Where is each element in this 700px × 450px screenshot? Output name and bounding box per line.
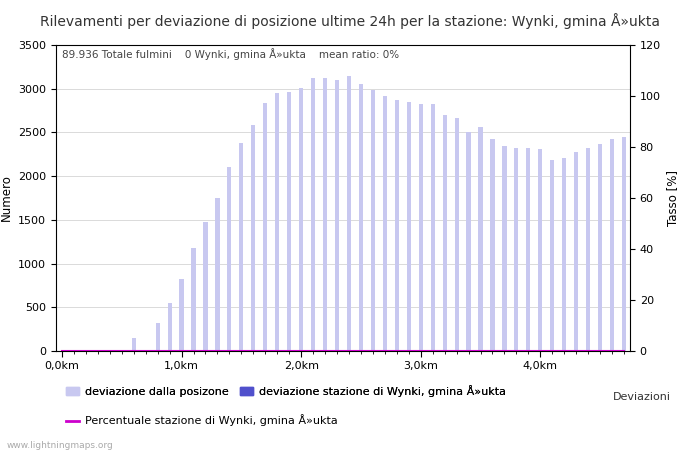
Bar [586,148,590,351]
Bar [383,96,387,351]
Legend: Percentuale stazione di Wynki, gmina Å»ukta: Percentuale stazione di Wynki, gmina Å»u… [62,410,342,431]
Bar [335,80,339,351]
Legend: deviazione dalla posizone, deviazione stazione di Wynki, gmina Å»ukta: deviazione dalla posizone, deviazione st… [62,381,510,402]
Bar [179,279,183,351]
Bar [395,100,399,351]
Bar [478,127,482,351]
Bar [287,92,291,351]
Bar [503,146,507,351]
Bar [347,76,351,351]
Bar [275,93,279,351]
Y-axis label: Numero: Numero [0,175,13,221]
Bar [239,143,244,351]
Bar [251,125,256,351]
Bar [538,149,543,351]
Bar [526,148,531,351]
Bar [299,88,303,351]
Bar [407,102,411,351]
Bar [598,144,602,351]
Bar [622,137,626,351]
Bar [454,118,458,351]
Text: 89.936 Totale fulmini    0 Wynki, gmina Å»ukta    mean ratio: 0%: 89.936 Totale fulmini 0 Wynki, gmina Å»u… [62,48,399,60]
Bar [311,78,315,351]
Text: Rilevamenti per deviazione di posizione ultime 24h per la stazione: Wynki, gmina: Rilevamenti per deviazione di posizione … [40,14,660,29]
Bar [132,338,136,351]
Bar [550,160,554,351]
Bar [442,115,447,351]
Bar [155,323,160,351]
Text: www.lightningmaps.org: www.lightningmaps.org [7,441,113,450]
Bar [514,148,519,351]
Y-axis label: Tasso [%]: Tasso [%] [666,170,680,226]
Bar [323,78,327,351]
Bar [359,84,363,351]
Bar [466,132,470,351]
Bar [430,104,435,351]
Bar [491,139,495,351]
Bar [263,103,267,351]
Bar [191,248,195,351]
Bar [574,152,578,351]
Bar [562,158,566,351]
Bar [371,90,375,351]
Bar [167,303,172,351]
Bar [610,139,614,351]
Bar [419,104,423,351]
Bar [204,222,208,351]
Text: Deviazioni: Deviazioni [612,392,671,402]
Bar [228,167,232,351]
Bar [216,198,220,351]
